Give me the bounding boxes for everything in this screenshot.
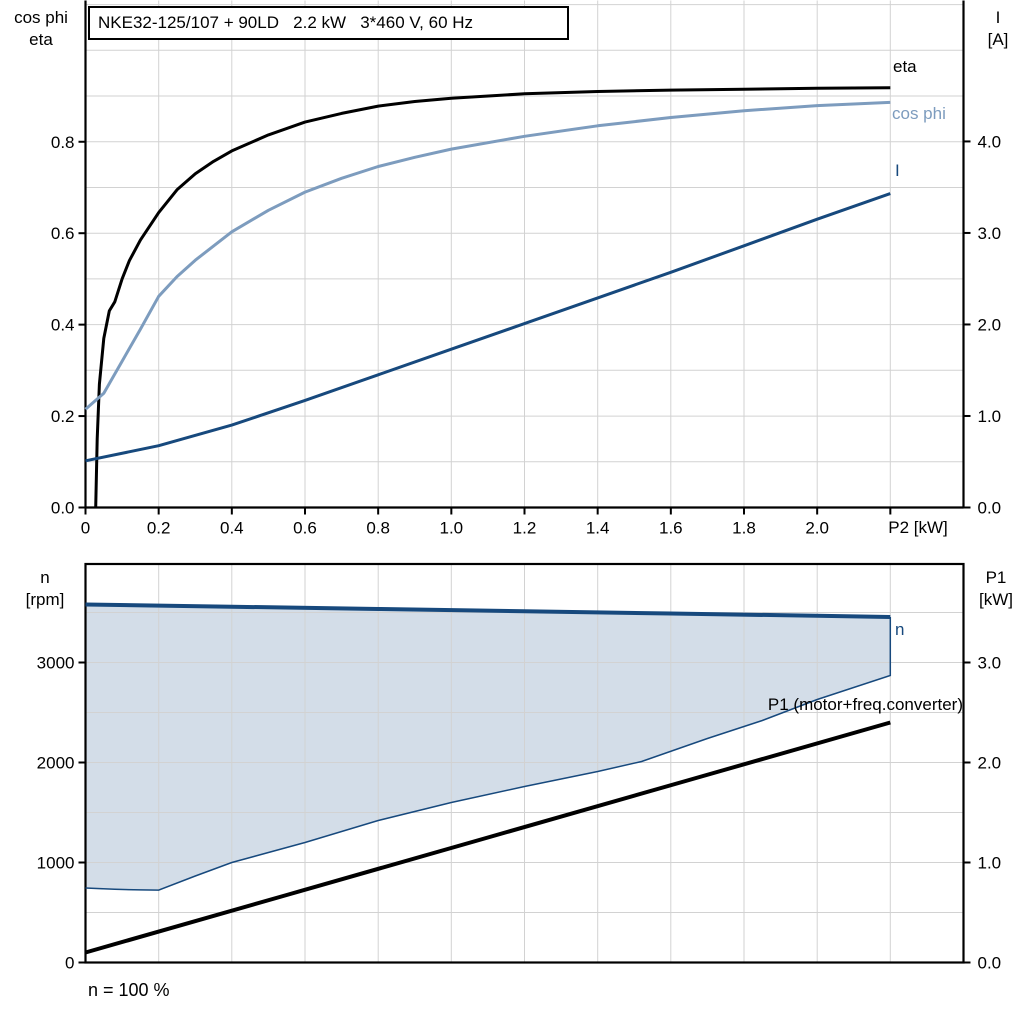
chart-title-box: NKE32-125/107 + 90LD 2.2 kW 3*460 V, 60 … — [88, 6, 569, 40]
x-tick-label: 0.8 — [366, 519, 390, 538]
right-tick-label: 2.0 — [978, 315, 1002, 334]
x-tick-label: 1.8 — [732, 519, 756, 538]
right-tick-label: 3.0 — [978, 224, 1002, 243]
left-tick-label: 0.6 — [51, 224, 75, 243]
gridlines — [85, 0, 964, 508]
right-tick-label: 1.0 — [978, 407, 1002, 426]
right-tick-label: 3.0 — [978, 654, 1002, 673]
cos-phi-axis-label: cos phi — [14, 8, 68, 27]
x-tick-label: 1.6 — [659, 519, 683, 538]
left-tick-label: 0.2 — [51, 407, 75, 426]
curve-label-P1: P1 (motor+freq.converter) — [767, 695, 963, 714]
left-tick-label: 0.0 — [51, 499, 75, 518]
right-tick-label: 2.0 — [978, 754, 1002, 773]
curve-I — [85, 192, 891, 463]
left-tick-label: 3000 — [37, 654, 75, 673]
speed-axis-label: n — [40, 568, 50, 587]
p1-axis-unit: [kW] — [979, 590, 1013, 609]
x-tick-label: 1.4 — [586, 519, 610, 538]
x-tick-label: 0 — [81, 519, 90, 538]
left-tick-label: 1000 — [37, 854, 75, 873]
speed-footnote: n = 100 % — [88, 980, 170, 1000]
x-axis-title: P2 [kW] — [888, 518, 948, 537]
curve-n — [85, 602, 891, 619]
tick-marks: 0 1000 2000 3000 0.0 1.0 2.0 3.0 — [37, 654, 1001, 973]
x-tick-label: 2.0 — [805, 519, 829, 538]
left-tick-label: 0.4 — [51, 316, 75, 335]
top-left-axis-title: cos phi eta — [0, 7, 82, 51]
right-tick-label: 0.0 — [978, 954, 1002, 973]
current-axis-unit: [A] — [987, 30, 1009, 49]
x-tick-label: 1.2 — [513, 519, 537, 538]
bottom-left-axis-title: n [rpm] — [6, 567, 84, 611]
chart-electrical: 0.0 0.2 0.4 0.6 0.8 0.0 1.0 2.0 3.0 4.0 0 0.2 0.4 0.6… — [51, 0, 1001, 538]
curve-cos-phi — [84, 100, 891, 411]
bottom-right-axis-title: P1 [kW] — [968, 567, 1024, 611]
tick-marks: 0.0 0.2 0.4 0.6 0.8 0.0 1.0 2.0 3.0 4.0 0 0.2 0.4 0.6… — [51, 132, 1001, 537]
x-tick-label: 0.4 — [220, 519, 244, 538]
curve-P1 — [84, 720, 891, 955]
right-tick-label: 4.0 — [978, 132, 1002, 151]
curve-label-I: I — [895, 161, 900, 180]
x-tick-label: 0.6 — [293, 519, 317, 538]
p1-axis-label: P1 — [985, 568, 1007, 587]
curve-eta — [94, 86, 891, 508]
speed-range-band — [85, 604, 891, 891]
curve-label-cos-phi: cos phi — [892, 104, 946, 123]
curve-label-eta: eta — [893, 57, 917, 76]
left-tick-label: 2000 — [37, 754, 75, 773]
speed-axis-unit: [rpm] — [25, 590, 65, 609]
right-tick-label: 0.0 — [978, 499, 1002, 518]
top-right-axis-title: I [A] — [972, 7, 1024, 51]
chart-speed-power: 0 1000 2000 3000 0.0 1.0 2.0 3.0 — [37, 562, 1001, 973]
x-tick-label: 1.0 — [440, 519, 464, 538]
eta-axis-label: eta — [29, 30, 53, 49]
left-tick-label: 0 — [65, 954, 74, 973]
x-tick-label: 0.2 — [147, 519, 171, 538]
current-axis-label: I — [995, 8, 1001, 27]
right-tick-label: 1.0 — [978, 854, 1002, 873]
curve-label-n: n — [895, 620, 905, 639]
left-tick-label: 0.8 — [51, 133, 75, 152]
min-speed-curve — [85, 617, 892, 891]
